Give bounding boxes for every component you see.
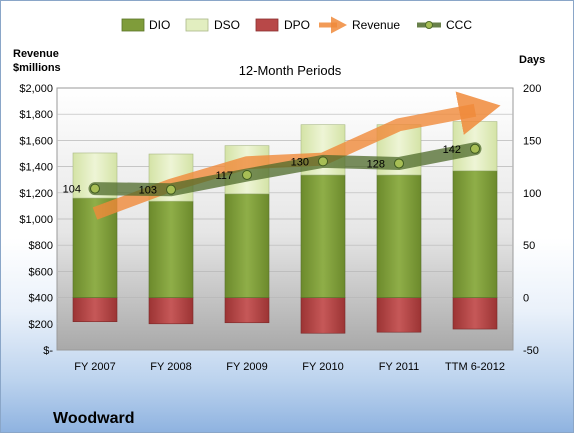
bar-dpo <box>376 297 422 333</box>
left-tick-label: $600 <box>29 266 53 278</box>
ccc-line <box>88 142 482 197</box>
ccc-marker <box>166 184 176 195</box>
legend-label-dio: DIO <box>149 18 170 32</box>
legend-swatch-ccc-marker <box>425 21 433 29</box>
right-tick-label: 100 <box>523 188 541 200</box>
left-tick-label: $200 <box>29 319 53 331</box>
legend-swatch-dso <box>185 18 209 32</box>
left-tick-label: $1,800 <box>19 109 53 121</box>
left-axis-title-line1: Revenue <box>13 48 59 60</box>
right-axis-title: Days <box>519 54 545 66</box>
ccc-data-label: 142 <box>443 144 461 156</box>
legend-swatch-dpo <box>255 18 279 32</box>
ccc-marker <box>242 169 252 180</box>
left-axis-title-line2: $millions <box>13 62 61 74</box>
company-name: Woodward <box>53 410 134 427</box>
bar-dio <box>300 174 346 298</box>
right-axis-ticks: -50 0 50 100 150 200 <box>523 83 541 357</box>
ccc-data-label: 130 <box>291 156 309 168</box>
ccc-marker <box>470 143 480 154</box>
bar-dio <box>148 200 194 298</box>
bar-dio <box>224 193 270 298</box>
left-tick-label: $2,000 <box>19 83 53 95</box>
x-tick-label: FY 2009 <box>226 361 267 373</box>
bar-dpo <box>300 297 346 334</box>
right-tick-label: 150 <box>523 135 541 147</box>
left-tick-label: $1,400 <box>19 162 53 174</box>
left-tick-label: $800 <box>29 240 53 252</box>
bar-dpo <box>224 297 270 324</box>
left-axis-ticks: $- $200 $400 $600 $800 $1,000 $1,200 $1,400 $1,6… <box>19 83 53 357</box>
right-tick-label: 0 <box>523 293 529 305</box>
ccc-data-label: 128 <box>367 158 385 170</box>
left-tick-label: $1,200 <box>19 188 53 200</box>
legend: DIO DSO DPO Revenue CCC <box>121 16 472 34</box>
x-tick-label: FY 2011 <box>379 361 420 373</box>
right-tick-label: 50 <box>523 240 535 252</box>
bar-dpo <box>452 297 498 330</box>
ccc-data-label: 103 <box>139 185 157 197</box>
legend-label-dso: DSO <box>214 18 240 32</box>
right-tick-label: 200 <box>523 83 541 95</box>
bar-dpo <box>72 297 118 323</box>
bar-dpo <box>148 297 194 325</box>
x-tick-label: FY 2008 <box>150 361 191 373</box>
ccc-marker <box>90 183 100 194</box>
left-tick-label: $- <box>43 345 53 357</box>
left-tick-label: $1,000 <box>19 214 53 226</box>
ccc-series: 104 103 117 130 128 142 <box>63 142 482 197</box>
ccc-data-label: 117 <box>215 170 233 182</box>
right-tick-label: -50 <box>523 345 539 357</box>
bar-dio <box>452 170 498 298</box>
legend-label-revenue: Revenue <box>352 18 400 32</box>
ccc-marker <box>394 158 404 169</box>
legend-label-dpo: DPO <box>284 18 310 32</box>
x-tick-label: TTM 6-2012 <box>445 361 505 373</box>
ccc-marker <box>318 156 328 167</box>
x-axis-ticks: FY 2007 FY 2008 FY 2009 FY 2010 FY 2011 TTM 6… <box>74 361 505 373</box>
legend-label-ccc: CCC <box>446 18 472 32</box>
bar-dio <box>376 174 422 298</box>
left-tick-label: $1,600 <box>19 135 53 147</box>
x-tick-label: FY 2007 <box>74 361 115 373</box>
left-tick-label: $400 <box>29 293 53 305</box>
legend-swatch-dio <box>121 18 145 32</box>
chart-subtitle: 12-Month Periods <box>239 63 342 78</box>
ccc-data-label: 104 <box>63 184 81 196</box>
x-tick-label: FY 2010 <box>302 361 343 373</box>
